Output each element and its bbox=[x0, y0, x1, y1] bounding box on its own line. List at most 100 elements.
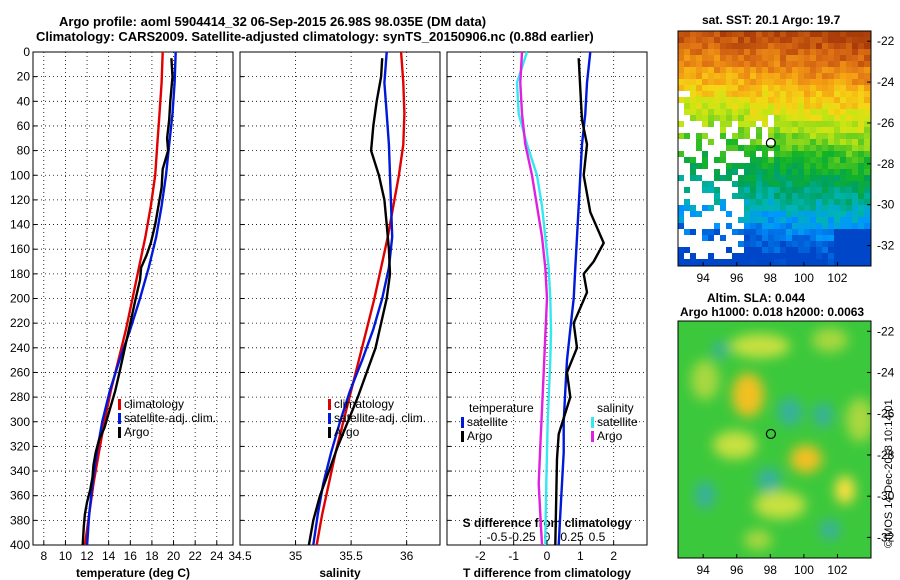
sst-cell bbox=[750, 97, 756, 103]
sst-cell bbox=[864, 247, 870, 253]
sst-cell bbox=[756, 67, 762, 73]
sst-cell bbox=[684, 229, 690, 235]
sst-cell bbox=[684, 31, 690, 37]
map-y-tick-label: -32 bbox=[877, 530, 895, 544]
sst-cell bbox=[828, 241, 834, 247]
sst-cell bbox=[762, 67, 768, 73]
sst-cell bbox=[858, 187, 864, 193]
sst-cell bbox=[738, 73, 744, 79]
sst-cell bbox=[762, 97, 768, 103]
sst-cell bbox=[702, 55, 708, 61]
sst-cell bbox=[822, 97, 828, 103]
sst-cell bbox=[786, 127, 792, 133]
sst-cell bbox=[798, 235, 804, 241]
sst-cell bbox=[864, 205, 870, 211]
sst-cell bbox=[804, 79, 810, 85]
sst-cell bbox=[816, 217, 822, 223]
sst-cell bbox=[840, 85, 846, 91]
sst-cell bbox=[822, 115, 828, 121]
sst-cell bbox=[816, 91, 822, 97]
sst-cell bbox=[822, 85, 828, 91]
sst-cell bbox=[774, 73, 780, 79]
sst-cell bbox=[708, 259, 714, 265]
sst-cell bbox=[810, 97, 816, 103]
sst-cell bbox=[726, 37, 732, 43]
sst-cell bbox=[684, 37, 690, 43]
sst-cell bbox=[852, 235, 858, 241]
sst-cell bbox=[846, 67, 852, 73]
sst-cell bbox=[702, 91, 708, 97]
sst-cell bbox=[780, 223, 786, 229]
sst-cell bbox=[828, 127, 834, 133]
map-x-tick-label: 94 bbox=[696, 563, 710, 577]
sst-cell bbox=[714, 115, 720, 121]
sst-cell bbox=[762, 175, 768, 181]
sst-cell bbox=[804, 205, 810, 211]
sst-cell bbox=[780, 109, 786, 115]
sst-cell bbox=[792, 151, 798, 157]
sst-cell bbox=[750, 145, 756, 151]
sst-cell bbox=[834, 187, 840, 193]
sst-cell bbox=[738, 55, 744, 61]
sst-cell bbox=[780, 85, 786, 91]
sst-cell bbox=[840, 241, 846, 247]
sst-cell bbox=[780, 211, 786, 217]
sst-cell bbox=[816, 31, 822, 37]
sst-cell bbox=[690, 73, 696, 79]
sst-cell bbox=[804, 235, 810, 241]
sst-cell bbox=[804, 181, 810, 187]
sst-cell bbox=[798, 37, 804, 43]
sst-cell bbox=[750, 253, 756, 259]
sst-cell bbox=[840, 127, 846, 133]
sst-cell bbox=[702, 31, 708, 37]
sst-cell bbox=[738, 145, 744, 151]
sst-cell bbox=[810, 55, 816, 61]
sst-cell bbox=[834, 43, 840, 49]
sst-cell bbox=[852, 115, 858, 121]
sst-cell bbox=[834, 121, 840, 127]
sst-cell bbox=[780, 37, 786, 43]
sst-cell bbox=[738, 85, 744, 91]
sst-cell bbox=[744, 85, 750, 91]
sst-cell bbox=[684, 85, 690, 91]
sst-cell bbox=[768, 163, 774, 169]
map-x-tick-label: 94 bbox=[696, 271, 710, 285]
sst-cell bbox=[744, 181, 750, 187]
sst-cell bbox=[786, 247, 792, 253]
x-axis-label-salinity: salinity bbox=[319, 566, 361, 580]
sst-cell bbox=[858, 37, 864, 43]
sst-cell bbox=[804, 139, 810, 145]
sst-cell bbox=[846, 115, 852, 121]
sst-cell bbox=[762, 49, 768, 55]
map-x-tick-label: 96 bbox=[730, 271, 744, 285]
sst-cell bbox=[678, 79, 684, 85]
sst-cell bbox=[696, 133, 702, 139]
legend-label: climatology bbox=[334, 397, 394, 411]
sst-cell bbox=[762, 223, 768, 229]
sst-cell bbox=[858, 79, 864, 85]
sst-cell bbox=[846, 139, 852, 145]
sst-cell bbox=[864, 223, 870, 229]
sst-cell bbox=[804, 109, 810, 115]
sst-cell bbox=[768, 217, 774, 223]
figure-title-line2: Climatology: CARS2009. Satellite-adjuste… bbox=[36, 29, 594, 44]
sst-cell bbox=[762, 235, 768, 241]
sst-cell bbox=[792, 199, 798, 205]
sst-cell bbox=[816, 145, 822, 151]
sst-cell bbox=[762, 109, 768, 115]
sla-anomaly-blob bbox=[812, 328, 848, 352]
map-x-tick-label: 100 bbox=[794, 563, 814, 577]
sst-cell bbox=[678, 37, 684, 43]
sst-cell bbox=[750, 73, 756, 79]
sst-cell bbox=[780, 31, 786, 37]
sst-cell bbox=[744, 175, 750, 181]
sst-cell bbox=[738, 31, 744, 37]
sst-cell bbox=[864, 49, 870, 55]
sst-cell bbox=[720, 103, 726, 109]
sst-cell bbox=[792, 115, 798, 121]
sst-cell bbox=[798, 187, 804, 193]
sst-cell bbox=[792, 157, 798, 163]
sst-cell bbox=[804, 157, 810, 163]
sst-cell bbox=[804, 229, 810, 235]
sst-cell bbox=[774, 115, 780, 121]
